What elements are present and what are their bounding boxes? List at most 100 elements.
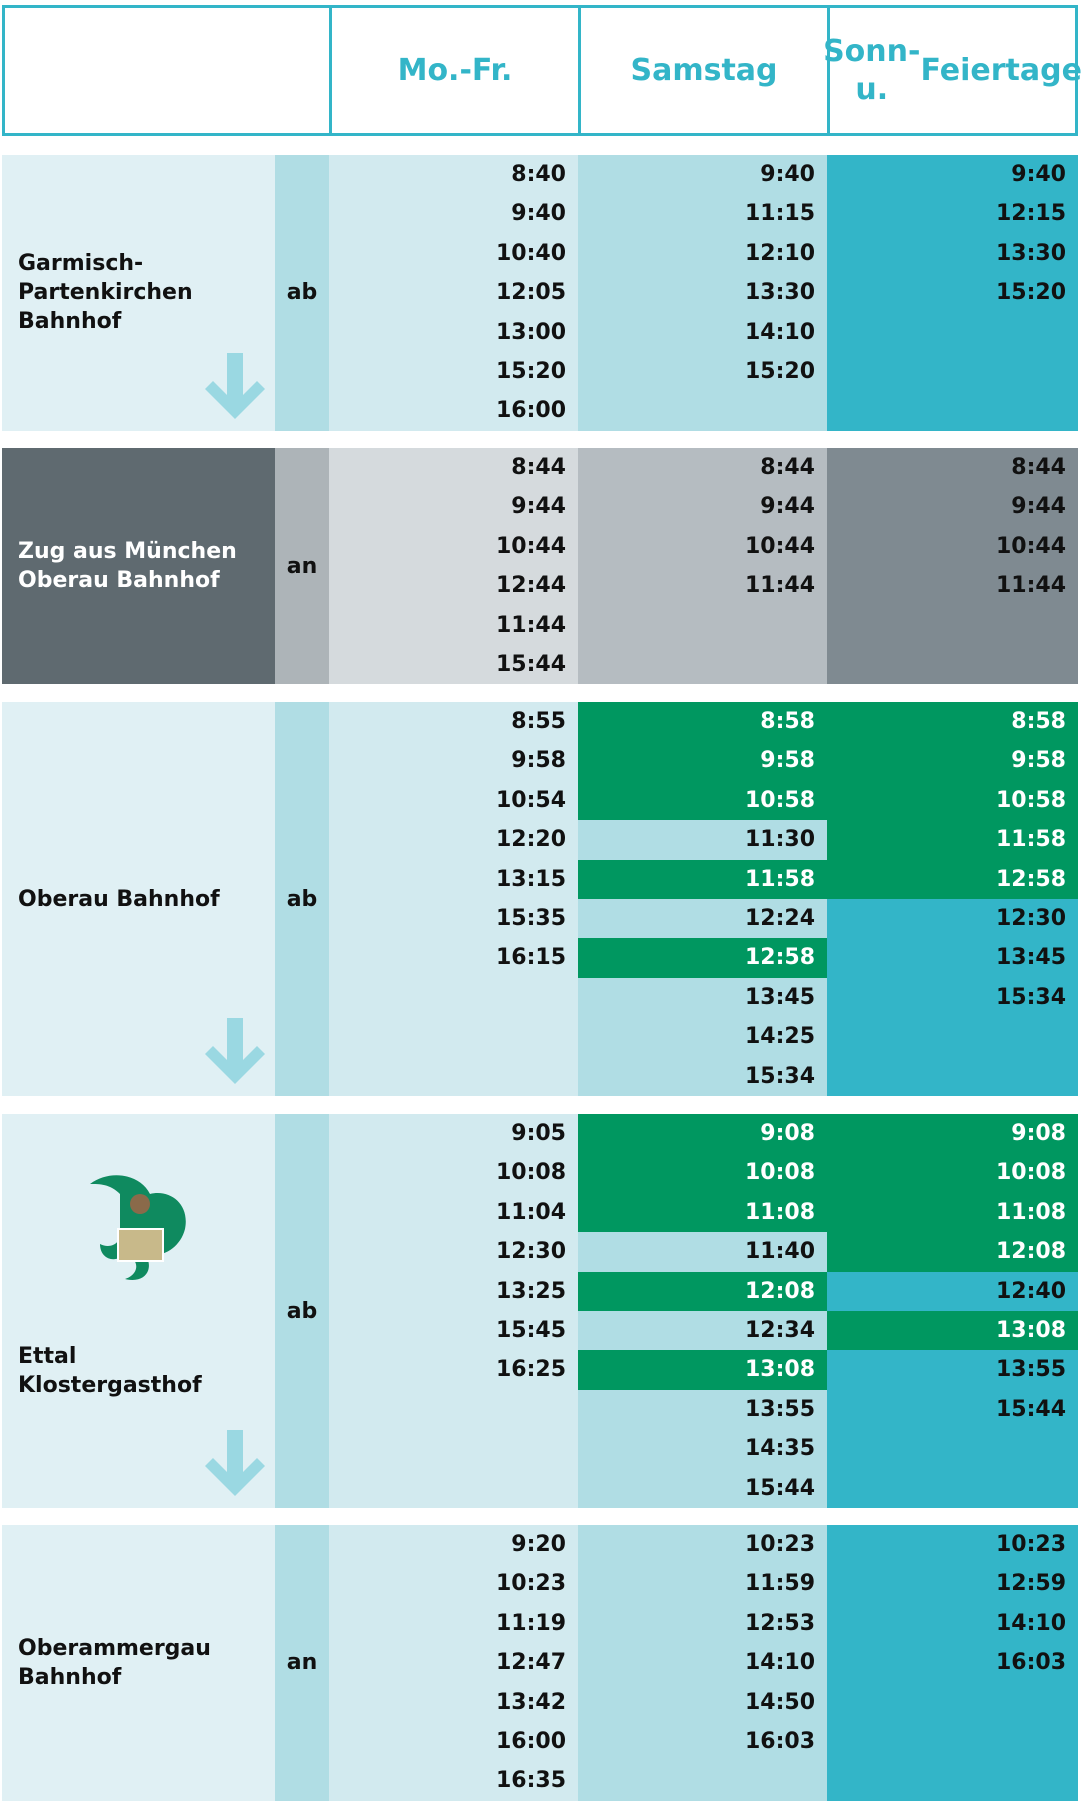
- time-cell: 13:45: [995, 945, 1066, 971]
- station-name-line: Ettal: [18, 1344, 77, 1369]
- time-cell: 8:44: [760, 455, 815, 480]
- time-cell: 13:25: [495, 1278, 566, 1304]
- time-cell: 15:34: [744, 1063, 815, 1089]
- column-bg: [578, 448, 827, 685]
- time-cell: 16:00: [495, 398, 566, 424]
- time-cell: 11:04: [495, 1199, 566, 1225]
- station-name-line: Garmisch-: [18, 251, 144, 277]
- time-cell: 16:03: [744, 1729, 815, 1754]
- arrow-icon: [205, 352, 265, 419]
- down-arrow: [205, 1018, 265, 1088]
- time-cell: 11:44: [495, 612, 566, 638]
- time-cell: 11:15: [744, 201, 815, 227]
- station-name: Oberau Bahnhof: [2, 702, 275, 1096]
- time-cell: 10:08: [495, 1160, 566, 1186]
- direction-cell: ab: [275, 1114, 329, 1508]
- time-cell: 13:00: [495, 319, 566, 345]
- station-name: Garmisch- Partenkirchen Bahnhof: [2, 155, 275, 431]
- time-cell: 14:25: [744, 1024, 815, 1050]
- station-name-line: Oberammergau: [18, 1635, 211, 1661]
- time-cell: 16:25: [495, 1357, 566, 1383]
- column-bg: [329, 1114, 578, 1508]
- station-name-line: Bahnhof: [18, 309, 122, 335]
- down-arrow: [205, 1430, 265, 1500]
- time-cell: 16:03: [995, 1650, 1066, 1676]
- time-cell: 12:30: [495, 1239, 566, 1265]
- station-name-line: Oberau Bahnhof: [18, 886, 220, 912]
- time-cell: 13:42: [495, 1689, 566, 1715]
- time-cell: 9:44: [1011, 494, 1066, 520]
- time-cell: 13:30: [744, 280, 815, 306]
- time-cell: 9:40: [760, 162, 815, 187]
- time-cell: 10:23: [495, 1571, 566, 1597]
- station-name-line: Oberau Bahnhof: [18, 568, 220, 594]
- time-cell: 9:58: [578, 741, 827, 781]
- time-cell: 9:40: [511, 201, 566, 227]
- time-cell: 12:58: [578, 938, 827, 978]
- time-cell: 12:24: [744, 906, 815, 931]
- time-cell: 8:44: [511, 455, 566, 480]
- time-cell: 9:44: [511, 494, 566, 520]
- time-cell: 16:15: [495, 945, 566, 971]
- time-cell: 12:30: [995, 906, 1066, 931]
- header-cell: Mo.-Fr.: [329, 5, 581, 136]
- column-bg: [329, 702, 578, 1096]
- direction-cell: an: [275, 448, 329, 685]
- time-cell: 16:00: [495, 1729, 566, 1754]
- time-cell: 9:08: [827, 1114, 1078, 1154]
- time-cell: 12:15: [995, 201, 1066, 227]
- station-name-line: Partenkirchen: [18, 280, 193, 306]
- station-name: Zug aus München Oberau Bahnhof: [2, 448, 275, 684]
- column-bg: [578, 1525, 827, 1801]
- time-cell: 10:54: [495, 787, 566, 813]
- column-bg: [329, 155, 578, 431]
- direction-cell: ab: [275, 155, 329, 431]
- time-cell: 8:44: [1011, 455, 1066, 480]
- time-cell: 14:10: [995, 1610, 1066, 1636]
- time-cell: 13:55: [995, 1357, 1066, 1383]
- time-cell: 9:44: [760, 494, 815, 520]
- column-bg: [827, 1525, 1078, 1801]
- time-cell: 12:08: [578, 1271, 827, 1311]
- time-cell: 12:47: [495, 1650, 566, 1676]
- header-text: Feiertage: [920, 52, 1082, 88]
- time-cell: 10:08: [827, 1153, 1078, 1193]
- station-name-line: Zug aus München: [18, 539, 237, 565]
- time-cell: 14:10: [744, 319, 815, 345]
- time-cell: 12:34: [744, 1318, 815, 1343]
- station-name-line: Klostergasthof: [18, 1373, 202, 1398]
- time-cell: 8:58: [578, 702, 827, 742]
- time-cell: 13:08: [578, 1350, 827, 1390]
- time-cell: 14:35: [744, 1436, 815, 1462]
- time-cell: 16:35: [495, 1768, 566, 1794]
- time-cell: 8:58: [827, 702, 1078, 742]
- time-cell: 10:44: [995, 533, 1066, 559]
- time-cell: 12:10: [744, 240, 815, 266]
- time-cell: 12:20: [495, 827, 566, 853]
- station-cell: [2, 1525, 275, 1801]
- time-cell: 15:35: [495, 906, 566, 931]
- header-text: Mo.-Fr.: [397, 52, 513, 88]
- time-cell: 11:30: [744, 827, 815, 853]
- time-cell: 12:40: [995, 1278, 1066, 1304]
- time-cell: 15:45: [495, 1318, 566, 1343]
- header-text: Samstag: [630, 52, 778, 88]
- time-cell: 11:08: [827, 1192, 1078, 1233]
- time-cell: 11:58: [578, 859, 827, 899]
- header-cell: [2, 5, 332, 136]
- time-cell: 12:05: [495, 280, 566, 306]
- column-bg: [329, 448, 578, 685]
- column-bg: [827, 155, 1078, 431]
- column-bg: [578, 155, 827, 431]
- time-cell: 9:20: [511, 1532, 566, 1557]
- time-cell: 9:08: [578, 1114, 827, 1154]
- time-cell: 10:40: [495, 240, 566, 266]
- time-cell: 9:58: [511, 748, 566, 774]
- time-cell: 15:20: [744, 359, 815, 384]
- time-cell: 11:44: [744, 573, 815, 599]
- time-cell: 15:44: [995, 1396, 1066, 1422]
- time-cell: 9:05: [511, 1121, 566, 1146]
- time-cell: 12:58: [827, 859, 1078, 899]
